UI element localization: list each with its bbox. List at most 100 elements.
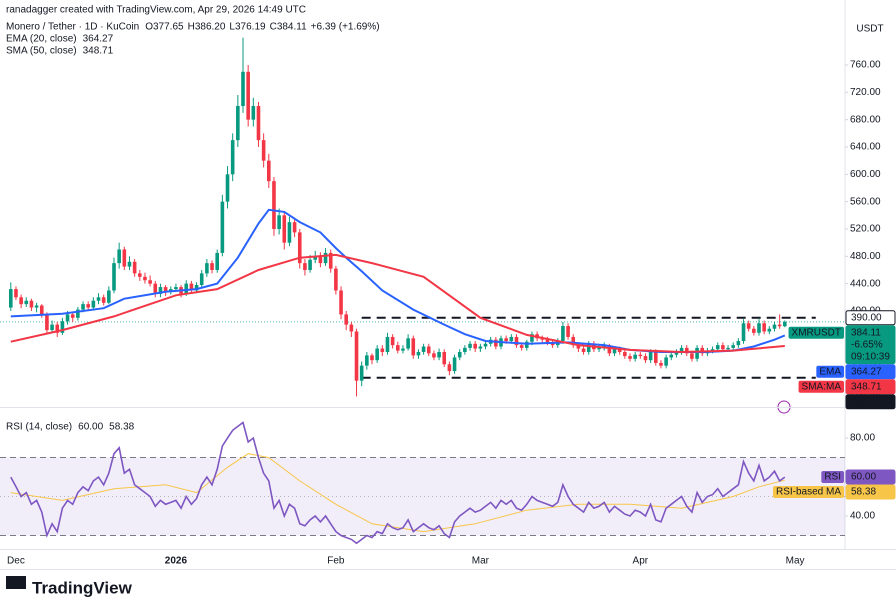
rsi-ma-value: 58.38 — [109, 422, 134, 433]
candle-body — [710, 349, 715, 351]
tag-name-box — [788, 326, 844, 339]
indicator-value: 348.71 — [83, 46, 114, 57]
candle-body — [715, 345, 720, 350]
tag-name-box — [772, 486, 844, 499]
candle-body — [576, 345, 581, 349]
candle-body — [421, 346, 426, 352]
candle-body — [210, 263, 214, 270]
candle-body — [86, 304, 90, 308]
candle-body — [45, 314, 49, 331]
candle-body — [777, 324, 782, 327]
candle-body — [767, 328, 772, 332]
x-tick-label: Feb — [327, 556, 345, 567]
candle-body — [664, 357, 668, 366]
candle-body — [633, 354, 637, 359]
price-tag-text: 348.71 — [851, 381, 882, 392]
rsi-ma-line — [10, 453, 785, 533]
candle-body — [726, 347, 730, 350]
candle-body — [292, 222, 297, 233]
candle-body — [478, 346, 483, 349]
candle-body — [385, 336, 390, 352]
y-tick-label: 440.00 — [850, 278, 881, 289]
candle-body — [34, 305, 39, 308]
candle-body — [690, 353, 694, 359]
candle-body — [282, 215, 287, 243]
candle-body — [308, 259, 312, 270]
candle-body — [504, 338, 508, 342]
candle-body — [752, 328, 756, 333]
candle-body — [612, 348, 617, 354]
price-change: +6.39 (+1.69%) — [311, 22, 380, 33]
indicator-value: 364.27 — [83, 34, 114, 45]
candle-body — [721, 345, 725, 350]
tag-name-box — [798, 380, 844, 393]
x-tick-label: May — [786, 556, 805, 567]
candle-body — [432, 353, 436, 358]
candle-body — [509, 336, 514, 342]
candle-body — [174, 287, 178, 290]
ohlc-value: 386.20 — [195, 22, 226, 33]
candle-body — [267, 160, 271, 182]
tag-name: EMA — [819, 366, 841, 377]
x-tick-label: 2026 — [165, 556, 188, 567]
tag-name: XMRUSDT — [792, 327, 841, 338]
candle-body — [757, 323, 761, 333]
x-tick-label: Mar — [472, 556, 490, 567]
candle-body — [287, 222, 292, 243]
candle-body — [617, 348, 622, 352]
symbol-name: Monero / Tether · 1D · KuCoin — [6, 22, 139, 33]
candle-body — [101, 297, 106, 303]
candle-body — [561, 326, 565, 342]
candle-body — [571, 336, 576, 346]
tag-name: SMA:MA — [802, 381, 842, 392]
price-tag-text: -6.65% — [851, 339, 883, 350]
candle-body — [396, 345, 400, 351]
ohlc-value: 376.19 — [235, 22, 266, 33]
candle-body — [772, 324, 777, 329]
tag-name-box — [816, 365, 844, 378]
candle-body — [24, 300, 29, 305]
candle-body — [401, 348, 405, 351]
candle-body — [194, 285, 199, 291]
price-tag — [845, 469, 896, 485]
candle-body — [246, 71, 250, 120]
candle-body — [107, 290, 111, 303]
candle-body — [406, 338, 410, 349]
candle-body — [659, 362, 663, 366]
candle-body — [76, 309, 80, 318]
candle-body — [19, 297, 23, 305]
currency-label: USDT — [856, 24, 883, 35]
price-tag — [845, 484, 896, 500]
candle-body — [39, 305, 44, 315]
candle-body — [189, 283, 194, 291]
candle-body — [380, 348, 385, 352]
candle-body — [215, 252, 219, 270]
candle-body — [225, 174, 230, 202]
candle-body — [91, 300, 96, 308]
candle-body — [303, 263, 307, 270]
candle-body — [112, 263, 116, 291]
tag-name: RSI-based MA — [776, 487, 841, 498]
candle-body — [623, 351, 627, 357]
tag-name-box — [821, 471, 844, 484]
candle-body — [545, 339, 550, 343]
candle-body — [9, 289, 13, 308]
price-tag — [845, 310, 896, 326]
candle-body — [132, 261, 137, 274]
candle-body — [334, 268, 338, 291]
candle-body — [581, 348, 586, 352]
candle-body — [256, 105, 261, 141]
candle-body — [628, 356, 632, 359]
candle-body — [158, 287, 163, 294]
candle-body — [272, 181, 276, 229]
indicator-line — [10, 253, 785, 354]
candle-body — [81, 304, 85, 310]
candle-body — [148, 280, 152, 284]
rsi-value: 60.00 — [78, 422, 103, 433]
ohlc-value: 384.11 — [277, 22, 307, 33]
candle-body — [586, 343, 591, 352]
candle-body — [313, 256, 318, 260]
candle-body — [746, 323, 751, 329]
y-tick-label: 720.00 — [850, 87, 881, 98]
candle-body — [220, 201, 225, 253]
